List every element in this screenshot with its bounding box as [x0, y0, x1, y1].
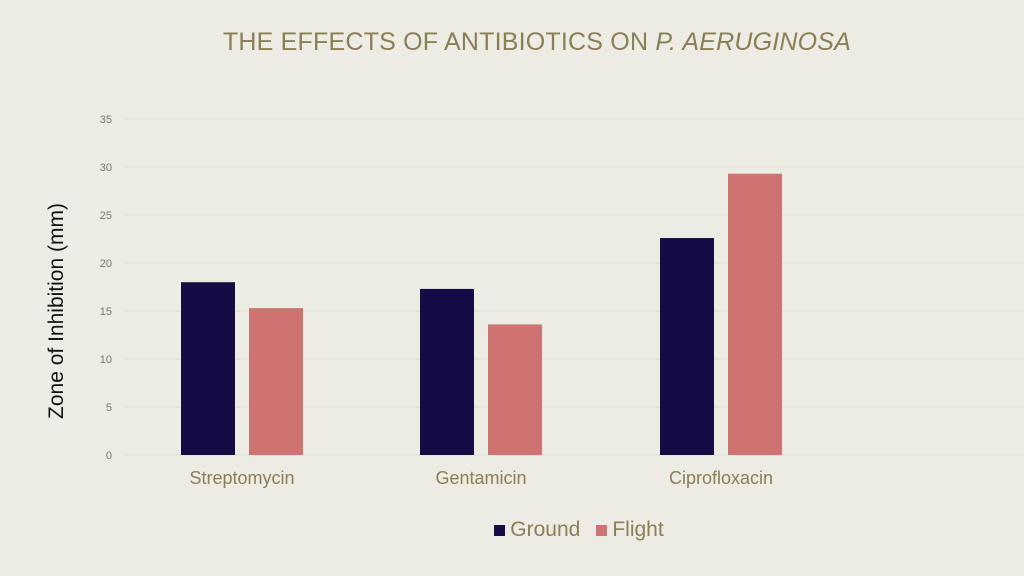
y-tick-label: 20	[100, 258, 112, 270]
bar-flight-streptomycin	[249, 308, 303, 455]
bar-ground-gentamicin	[420, 288, 474, 455]
chart-title-italic: P. AERUGINOSA	[655, 28, 852, 56]
bar-flight-gentamicin	[488, 324, 542, 455]
chart-title-main: THE EFFECTS OF ANTIBIOTICS ON	[222, 28, 656, 56]
y-tick-label: 30	[100, 162, 112, 174]
category-label-gentamicin: Gentamicin	[435, 468, 526, 488]
legend-item-flight: Flight	[596, 518, 664, 542]
bar-ground-ciprofloxacin	[660, 238, 714, 455]
legend-label-flight: Flight	[612, 518, 664, 541]
gridlines	[124, 118, 1024, 456]
y-tick-label: 0	[106, 450, 112, 462]
category-label-ciprofloxacin: Ciprofloxacin	[669, 468, 773, 488]
legend-swatch-ground	[494, 524, 506, 536]
category-labels: Streptomycin Gentamicin Ciprofloxacin	[189, 468, 773, 488]
legend: Ground Flight	[0, 518, 1024, 542]
bar-flight-ciprofloxacin	[728, 173, 782, 455]
legend-label-ground: Ground	[510, 518, 581, 541]
legend-item-ground: Ground	[494, 518, 580, 542]
y-tick-label: 15	[100, 306, 112, 318]
y-tick-label: 25	[100, 210, 112, 222]
y-tick-labels: 0 5 10 15 20 25 30 35	[100, 114, 112, 462]
bar-ground-streptomycin	[181, 282, 235, 455]
legend-swatch-flight	[596, 524, 608, 536]
category-label-streptomycin: Streptomycin	[189, 468, 294, 488]
bars	[181, 173, 782, 455]
y-tick-label: 5	[106, 402, 112, 414]
chart-title: THE EFFECTS OF ANTIBIOTICS ON P. AERUGIN…	[0, 28, 1024, 57]
y-tick-label: 10	[100, 354, 112, 366]
y-tick-label: 35	[100, 114, 112, 126]
